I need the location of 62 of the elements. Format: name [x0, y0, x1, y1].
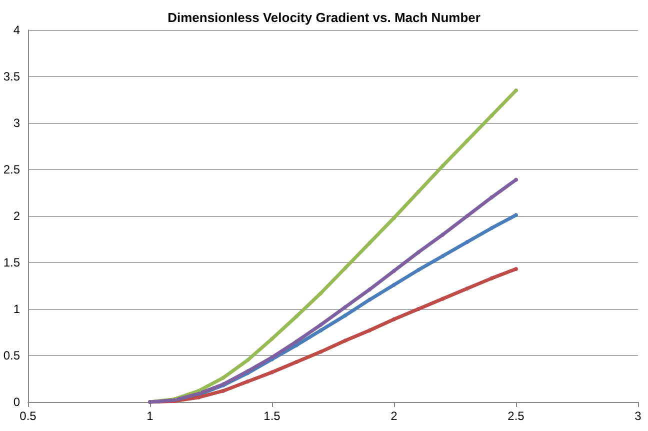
point	[368, 240, 372, 245]
y-tick-label: 4	[13, 23, 20, 37]
y-tick-label: 0.5	[3, 348, 20, 362]
point	[514, 178, 518, 182]
x-tick-label: 1.5	[264, 409, 281, 423]
point	[294, 360, 298, 364]
y-tick-label: 3	[13, 116, 20, 130]
point	[465, 240, 470, 244]
point	[392, 282, 396, 287]
point	[343, 305, 348, 310]
line-series	[148, 178, 518, 404]
y-tick-label: 2.5	[3, 162, 20, 176]
point	[514, 88, 518, 92]
point	[440, 254, 445, 258]
x-tick-label: 3	[634, 409, 642, 423]
point	[343, 314, 348, 318]
point	[514, 267, 518, 272]
point	[392, 216, 396, 220]
y-tick-label: 2	[13, 209, 20, 223]
point	[490, 114, 494, 118]
point	[294, 343, 298, 348]
point	[368, 298, 372, 302]
point	[318, 350, 323, 354]
point	[392, 268, 396, 273]
point	[270, 370, 274, 374]
point	[490, 276, 494, 280]
point	[416, 190, 420, 194]
point	[465, 138, 470, 143]
point	[416, 307, 420, 311]
point	[270, 336, 274, 341]
x-tick-label: 1	[146, 409, 154, 423]
point	[343, 338, 348, 343]
point	[440, 296, 445, 301]
chart-title: Dimensionless Velocity Gradient vs. Mach Number	[168, 10, 480, 25]
point	[490, 195, 494, 200]
point	[246, 380, 250, 384]
x-tick-label: 2	[390, 409, 398, 423]
point	[392, 317, 396, 322]
point	[368, 328, 372, 332]
point	[221, 388, 226, 393]
point	[294, 314, 298, 318]
x-tick-label: 2.5	[508, 409, 525, 423]
y-tick-label: 0	[13, 395, 20, 409]
point	[440, 164, 445, 168]
y-tick-label: 1.5	[3, 256, 20, 270]
point	[318, 328, 323, 332]
point	[221, 376, 226, 380]
point	[440, 232, 445, 237]
point	[318, 291, 323, 296]
point	[318, 322, 323, 327]
y-tick-label: 1	[13, 302, 20, 316]
point	[416, 250, 420, 254]
point	[294, 340, 298, 344]
y-tick-label: 3.5	[3, 70, 20, 84]
point	[246, 358, 250, 362]
point	[416, 268, 420, 272]
point	[368, 287, 372, 292]
point	[465, 286, 470, 291]
point	[490, 226, 494, 230]
point	[343, 266, 348, 270]
point	[465, 214, 470, 218]
point	[514, 213, 518, 218]
